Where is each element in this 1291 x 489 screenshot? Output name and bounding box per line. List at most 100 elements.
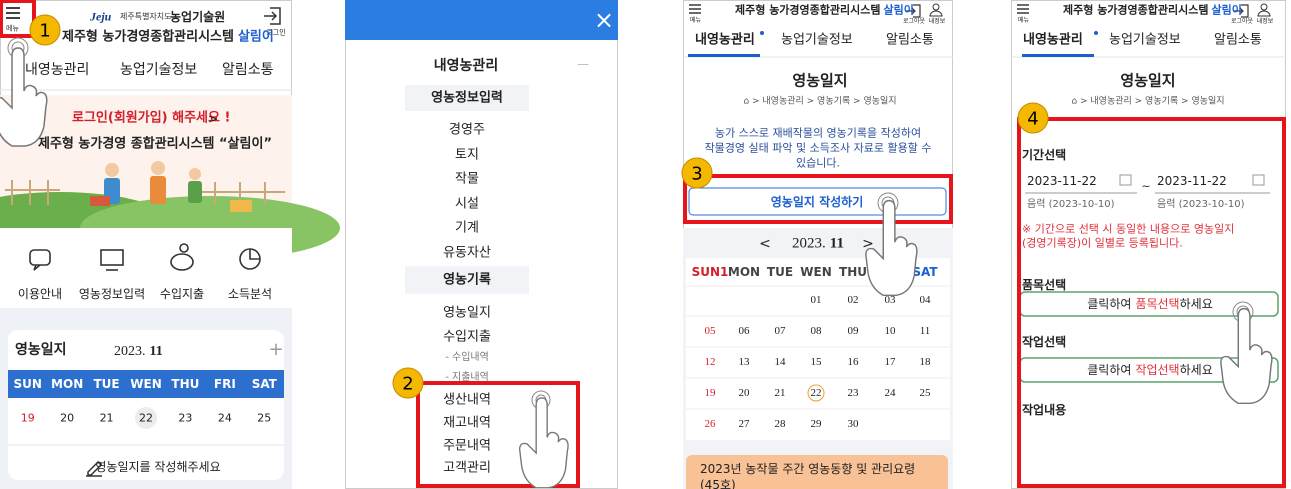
phone-screen-1-part-part: [230, 200, 252, 212]
site-title: 제주형 농가경영종합관리시스템살림이: [735, 5, 914, 16]
date[interactable]: 19: [21, 413, 35, 424]
weekday: THU: [839, 266, 867, 278]
menu-item[interactable]: 생산내역: [443, 394, 491, 407]
logo: Jeju: [90, 10, 111, 25]
date[interactable]: 21: [775, 387, 786, 399]
menu-item[interactable]: 주문내역: [443, 440, 491, 453]
date[interactable]: 06: [739, 325, 750, 337]
menu-item[interactable]: 작물: [455, 173, 479, 186]
date[interactable]: 05: [705, 325, 716, 337]
date[interactable]: 09: [848, 325, 859, 337]
menu-item[interactable]: 고객관리: [443, 462, 491, 475]
date[interactable]: 16: [848, 356, 859, 368]
date[interactable]: 20: [60, 413, 74, 424]
close-button[interactable]: ×: [594, 8, 614, 32]
notice[interactable]: 2023년 농작물 주간 영농동향 및 관리요령: [700, 463, 915, 475]
next-month[interactable]: >: [862, 237, 874, 251]
date[interactable]: 21: [100, 413, 114, 424]
menu-title: 내영농관리: [434, 59, 498, 73]
notice: (45호): [700, 479, 736, 489]
nav-tab[interactable]: 농업기술정보: [120, 63, 197, 77]
date[interactable]: 10: [885, 325, 896, 337]
menu-item[interactable]: 경영주: [449, 124, 485, 137]
text-span: 하세요: [1180, 363, 1213, 377]
menu-item[interactable]: 영농일지: [443, 307, 491, 320]
date[interactable]: 27: [739, 418, 750, 430]
date[interactable]: 19: [705, 387, 716, 399]
login-prompt[interactable]: 로그인(회원가입) 해주세요 !: [72, 112, 230, 125]
shortcut[interactable]: 소득분석: [228, 288, 272, 300]
date[interactable]: 29: [811, 418, 822, 430]
date[interactable]: 25: [920, 387, 931, 399]
date[interactable]: 23: [178, 413, 192, 424]
date[interactable]: 15: [811, 356, 822, 368]
date[interactable]: 17: [885, 356, 896, 368]
menu-label: 메뉴: [690, 18, 701, 24]
date[interactable]: 22: [811, 387, 822, 399]
date[interactable]: 04: [920, 294, 931, 306]
field-label: 작업선택: [1022, 336, 1066, 348]
breadcrumb: ⌂ > 내영농관리 > 영농기록 > 영농일지: [743, 98, 896, 107]
date[interactable]: 01: [811, 294, 822, 306]
menu-item[interactable]: 수입지출: [443, 331, 491, 344]
nav-tab[interactable]: 알림소통: [222, 63, 274, 77]
date[interactable]: 24: [218, 413, 232, 424]
menu-item[interactable]: 유동자산: [443, 246, 491, 259]
nav-tab[interactable]: 농업기술정보: [781, 34, 853, 47]
date[interactable]: 03: [885, 294, 896, 306]
text-span: 2023.: [792, 236, 826, 252]
menu-item[interactable]: 재고내역: [443, 417, 491, 430]
text-span: 하세요: [1180, 297, 1213, 311]
date[interactable]: 23: [848, 387, 859, 399]
date[interactable]: 30: [848, 418, 859, 430]
menu-item[interactable]: 시설: [455, 197, 479, 210]
date[interactable]: 08: [811, 325, 822, 337]
lunar-date: 음력 (2023-10-10): [1157, 200, 1245, 210]
weekday: TUE: [93, 378, 119, 390]
shortcut[interactable]: 수입지출: [160, 288, 204, 300]
date[interactable]: 20: [739, 387, 750, 399]
date[interactable]: 24: [885, 387, 896, 399]
nav-tab[interactable]: 알림소통: [1214, 34, 1262, 47]
date[interactable]: 13: [739, 356, 750, 368]
weekday: THU: [171, 378, 199, 390]
menu-item[interactable]: - 수입내역: [445, 353, 489, 363]
nav-tab[interactable]: 알림소통: [886, 34, 934, 47]
write-button[interactable]: 영농일지 작성하기: [771, 196, 864, 208]
menu-item[interactable]: - 지출내역: [445, 373, 489, 383]
date[interactable]: 25: [257, 413, 271, 424]
date-input[interactable]: 2023-11-22: [1027, 175, 1097, 187]
date[interactable]: 14: [775, 356, 786, 368]
date[interactable]: 02: [848, 294, 859, 306]
shortcut[interactable]: 영농정보입력: [79, 288, 145, 300]
nav-tab[interactable]: 농업기술정보: [1109, 34, 1181, 47]
field-label: 품목선택: [1022, 279, 1066, 291]
date-input[interactable]: 2023-11-22: [1157, 175, 1227, 187]
menu-item[interactable]: 토지: [455, 148, 479, 161]
text-span: 작업선택: [1135, 363, 1179, 377]
menu-item[interactable]: 기계: [455, 222, 479, 235]
date[interactable]: 12: [705, 356, 716, 368]
date[interactable]: 22: [139, 413, 153, 424]
logout[interactable]: 로그아웃: [1231, 19, 1253, 25]
shortcut[interactable]: 이용안내: [18, 288, 62, 300]
write-prompt[interactable]: 영농일지를 작성해주세요: [95, 461, 220, 473]
section-title: 영농일지: [15, 343, 67, 357]
logout[interactable]: 로그아웃: [903, 19, 925, 25]
prev-month[interactable]: <: [759, 237, 771, 251]
my-info[interactable]: 내정보: [929, 19, 946, 25]
nav-tab[interactable]: 내영농관리: [25, 63, 89, 77]
add-button[interactable]: +: [268, 341, 283, 359]
nav-tab[interactable]: 내영농관리: [1023, 34, 1083, 47]
date[interactable]: 26: [705, 418, 716, 430]
date[interactable]: 18: [920, 356, 931, 368]
text-span: 제주형 농가경영종합관리시스템: [1063, 4, 1209, 17]
nav-tab[interactable]: 내영농관리: [695, 34, 755, 47]
date[interactable]: 07: [775, 325, 786, 337]
date[interactable]: 11: [920, 325, 931, 337]
date[interactable]: 28: [775, 418, 786, 430]
menu-section: 영농기록: [443, 274, 491, 287]
my-info[interactable]: 내정보: [1257, 19, 1274, 25]
